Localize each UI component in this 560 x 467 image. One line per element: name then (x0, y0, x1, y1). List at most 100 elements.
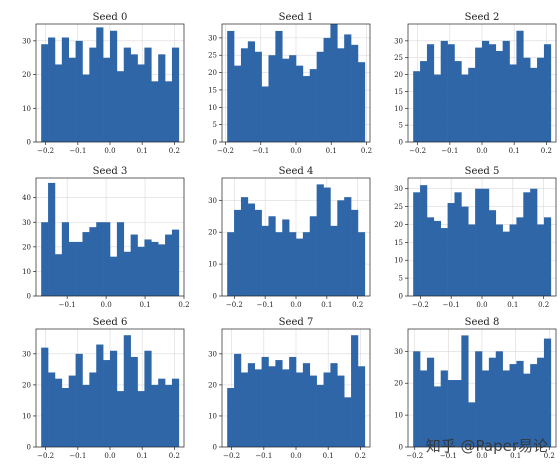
histogram-bar (323, 37, 331, 142)
y-tick-label: 30 (208, 197, 217, 205)
y-tick-label: 20 (208, 381, 217, 389)
histogram-bar (254, 369, 262, 447)
x-tick-label: −0.1 (69, 452, 86, 460)
histogram-bar (82, 232, 90, 296)
histogram-bar (509, 224, 517, 296)
histogram-bar (130, 356, 138, 447)
histogram-bar (530, 364, 538, 447)
histogram-bar (82, 74, 90, 142)
histogram-bar (158, 54, 166, 142)
histogram-bar (296, 65, 304, 142)
histogram-bar (96, 27, 104, 142)
x-tick-label: −0.1 (440, 452, 457, 460)
histogram-bar (282, 58, 290, 142)
y-tick-label: 20 (208, 69, 217, 77)
histogram-bar (227, 232, 235, 296)
histogram-bar (468, 67, 476, 142)
y-tick-label: 40 (22, 194, 31, 202)
chart-title: Seed 7 (279, 317, 314, 328)
histogram-bar (413, 192, 421, 296)
histogram-bar (268, 216, 276, 296)
histogram-bar (461, 206, 469, 296)
histogram-bar (426, 217, 435, 296)
histogram-bar (302, 232, 311, 296)
x-tick-label: −0.2 (217, 147, 234, 155)
histogram-bar (509, 364, 517, 447)
histogram-bar (337, 375, 345, 447)
histogram-bar (309, 69, 317, 142)
histogram-bar (82, 384, 90, 447)
chart-title: Seed 6 (93, 317, 128, 328)
histogram-bar (433, 220, 442, 296)
histogram-bar (296, 238, 304, 296)
histogram-bar (357, 232, 366, 296)
y-tick-label: 10 (22, 412, 31, 420)
y-tick-label: 10 (208, 412, 217, 420)
histogram-bar (482, 40, 490, 142)
x-tick-label: −0.2 (226, 301, 243, 309)
y-tick-label: 0 (213, 444, 217, 452)
y-tick-label: 30 (22, 219, 31, 227)
histogram-bar (261, 356, 269, 447)
histogram-bar (523, 192, 531, 296)
histogram-bar (475, 47, 483, 142)
histogram-bar (426, 357, 435, 447)
x-tick-label: −0.2 (406, 452, 423, 460)
histogram-bar (247, 363, 256, 447)
x-tick-label: 0.1 (507, 301, 518, 309)
histogram-bar (482, 188, 490, 296)
histogram-bar (116, 222, 125, 296)
histogram-bar (165, 81, 173, 142)
histogram-bar (75, 353, 83, 447)
x-tick-label: 0.0 (290, 452, 301, 460)
histogram-bar (234, 353, 242, 447)
histogram-bar (502, 231, 510, 296)
y-tick-label: 0 (213, 139, 217, 147)
histogram-bar (103, 360, 111, 447)
histogram-bar (502, 370, 510, 447)
histogram-bar (54, 64, 63, 142)
x-tick-label: 0.0 (104, 147, 115, 155)
x-tick-label: −0.2 (409, 147, 426, 155)
x-tick-label: −0.1 (59, 301, 76, 309)
histogram-bar (123, 251, 131, 296)
histogram-bar (261, 86, 269, 142)
y-tick-label: 10 (208, 104, 217, 112)
histogram-bar (254, 51, 262, 142)
y-tick-label: 5 (213, 121, 217, 129)
histogram-bar (275, 360, 283, 447)
histogram-bar (234, 65, 242, 142)
histogram-bar (440, 370, 448, 447)
histogram-bar (351, 209, 359, 296)
x-tick-label: 0.2 (541, 147, 552, 155)
histogram-bar (530, 67, 538, 142)
x-tick-label: 0.1 (321, 301, 332, 309)
x-tick-label: 0.1 (510, 452, 521, 460)
histogram-bar (316, 184, 324, 296)
chart-title: Seed 0 (93, 12, 128, 23)
chart-title: Seed 8 (465, 317, 500, 328)
histogram-bar (337, 48, 345, 143)
histogram-bar (254, 209, 262, 296)
x-tick-label: 0.0 (104, 452, 115, 460)
histogram-bar (461, 335, 469, 447)
histogram-bar (344, 397, 352, 447)
x-tick-label: 0.1 (323, 452, 334, 460)
x-tick-label: −0.1 (252, 147, 269, 155)
y-tick-label: 0 (399, 293, 403, 301)
histogram-bar (440, 228, 448, 296)
histogram-bar (240, 197, 249, 296)
histogram-bar (54, 378, 63, 447)
histogram-panel-seed-8: Seed 8 −0.2 −0.1 0.0 0.1 0.2 0 10 20 30 (382, 313, 558, 463)
histogram-bar (357, 62, 366, 143)
histogram-bar (495, 351, 503, 447)
histogram-bar (165, 234, 173, 296)
y-tick-label: 0 (213, 293, 217, 301)
histogram-bar (130, 234, 138, 296)
histogram-bar (68, 57, 76, 142)
histogram-bar (413, 351, 421, 447)
y-tick-label: 30 (208, 34, 217, 42)
histogram-bar (488, 357, 497, 447)
histogram-bar (330, 363, 338, 447)
